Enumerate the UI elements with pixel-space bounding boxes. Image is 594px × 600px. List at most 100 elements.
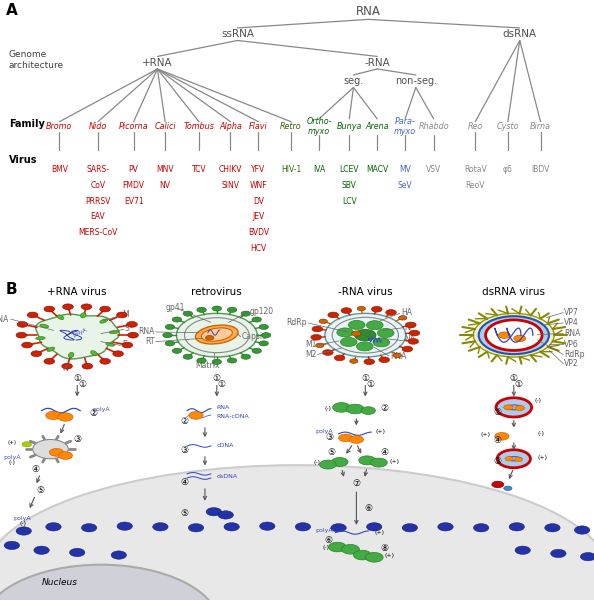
Text: EV71: EV71	[124, 197, 144, 206]
Text: +RNA virus: +RNA virus	[48, 287, 107, 297]
Text: HIV-1: HIV-1	[281, 165, 301, 174]
Text: Matrix: Matrix	[195, 361, 220, 370]
Text: polyA: polyA	[14, 515, 31, 521]
Ellipse shape	[91, 351, 97, 356]
Circle shape	[153, 523, 168, 531]
Text: MV: MV	[399, 165, 411, 174]
Text: DV: DV	[253, 197, 264, 206]
Circle shape	[331, 524, 346, 532]
Text: SINV: SINV	[222, 181, 239, 190]
Text: (-): (-)	[535, 398, 542, 403]
Text: Para-
myxo: Para- myxo	[394, 118, 416, 136]
Text: Bunya: Bunya	[337, 122, 362, 131]
Text: ReoV: ReoV	[466, 181, 485, 190]
Text: ③: ③	[494, 457, 502, 466]
Ellipse shape	[201, 328, 232, 341]
Text: VP4: VP4	[564, 319, 579, 328]
Text: RNA: RNA	[138, 328, 154, 337]
Text: JEV: JEV	[252, 212, 264, 221]
Text: ③: ③	[326, 433, 334, 442]
Text: ⑤: ⑤	[327, 448, 336, 457]
Text: ⑥: ⑥	[364, 504, 372, 513]
Circle shape	[116, 312, 127, 318]
Ellipse shape	[109, 331, 119, 334]
Circle shape	[261, 332, 271, 338]
Circle shape	[373, 338, 390, 347]
Circle shape	[33, 439, 68, 459]
Circle shape	[365, 553, 383, 562]
Text: MACV: MACV	[366, 165, 388, 174]
Circle shape	[189, 412, 203, 419]
Circle shape	[252, 348, 261, 353]
Text: dsRNA virus: dsRNA virus	[482, 287, 545, 297]
Circle shape	[188, 524, 204, 532]
Text: gp41: gp41	[166, 304, 185, 313]
Circle shape	[333, 403, 350, 412]
Circle shape	[81, 524, 97, 532]
Circle shape	[473, 524, 489, 532]
Circle shape	[328, 542, 346, 552]
Text: LCEV: LCEV	[340, 165, 359, 174]
Circle shape	[479, 316, 549, 354]
Text: NV: NV	[160, 181, 170, 190]
Text: TCV: TCV	[192, 165, 206, 174]
Circle shape	[4, 541, 20, 550]
Circle shape	[311, 334, 321, 340]
Ellipse shape	[68, 352, 74, 358]
Circle shape	[82, 364, 93, 369]
Text: -RNA: -RNA	[364, 58, 390, 68]
Text: RNA-cDNA: RNA-cDNA	[217, 414, 249, 419]
Text: B: B	[6, 282, 18, 297]
Text: ②: ②	[381, 404, 389, 413]
Text: ⑦: ⑦	[352, 479, 361, 488]
Circle shape	[228, 358, 237, 363]
Circle shape	[260, 522, 275, 530]
Circle shape	[349, 320, 365, 329]
Polygon shape	[176, 313, 257, 357]
Text: Reo: Reo	[467, 122, 483, 131]
Text: ①: ①	[213, 374, 221, 383]
Circle shape	[515, 406, 525, 410]
Circle shape	[197, 307, 206, 313]
Text: IBDV: IBDV	[532, 165, 549, 174]
Circle shape	[46, 523, 61, 531]
Text: ①: ①	[78, 380, 86, 389]
Circle shape	[366, 320, 383, 329]
Circle shape	[505, 457, 513, 461]
Text: RNA: RNA	[217, 405, 230, 410]
Text: Ortho-
myxo: Ortho- myxo	[307, 118, 331, 136]
Circle shape	[117, 522, 132, 530]
Circle shape	[399, 316, 407, 320]
Ellipse shape	[106, 343, 115, 346]
Circle shape	[183, 354, 192, 359]
Ellipse shape	[100, 319, 108, 323]
Text: (+): (+)	[375, 429, 386, 434]
Circle shape	[515, 546, 530, 554]
Text: BVDV: BVDV	[248, 228, 269, 237]
Text: Nido: Nido	[89, 122, 107, 131]
Text: ①: ①	[510, 374, 518, 383]
Circle shape	[259, 325, 268, 329]
Text: ①: ①	[361, 374, 369, 383]
Text: RNA: RNA	[564, 329, 581, 338]
Text: LCV: LCV	[342, 197, 356, 206]
Text: RNA: RNA	[0, 314, 9, 323]
Text: RT: RT	[145, 337, 154, 346]
Text: ssRNA: ssRNA	[221, 29, 254, 39]
Circle shape	[206, 508, 222, 516]
Circle shape	[473, 313, 554, 357]
Ellipse shape	[81, 313, 86, 318]
Circle shape	[128, 332, 138, 338]
Circle shape	[34, 546, 49, 554]
Text: FMDV: FMDV	[122, 181, 145, 190]
Circle shape	[402, 524, 418, 532]
Text: ④: ④	[31, 466, 40, 475]
Text: YFV: YFV	[251, 165, 266, 174]
Circle shape	[100, 358, 110, 364]
Text: (+): (+)	[8, 440, 17, 445]
Text: (-): (-)	[8, 460, 15, 465]
Circle shape	[81, 304, 92, 310]
Circle shape	[545, 524, 560, 532]
Circle shape	[228, 307, 237, 313]
Circle shape	[331, 457, 348, 466]
